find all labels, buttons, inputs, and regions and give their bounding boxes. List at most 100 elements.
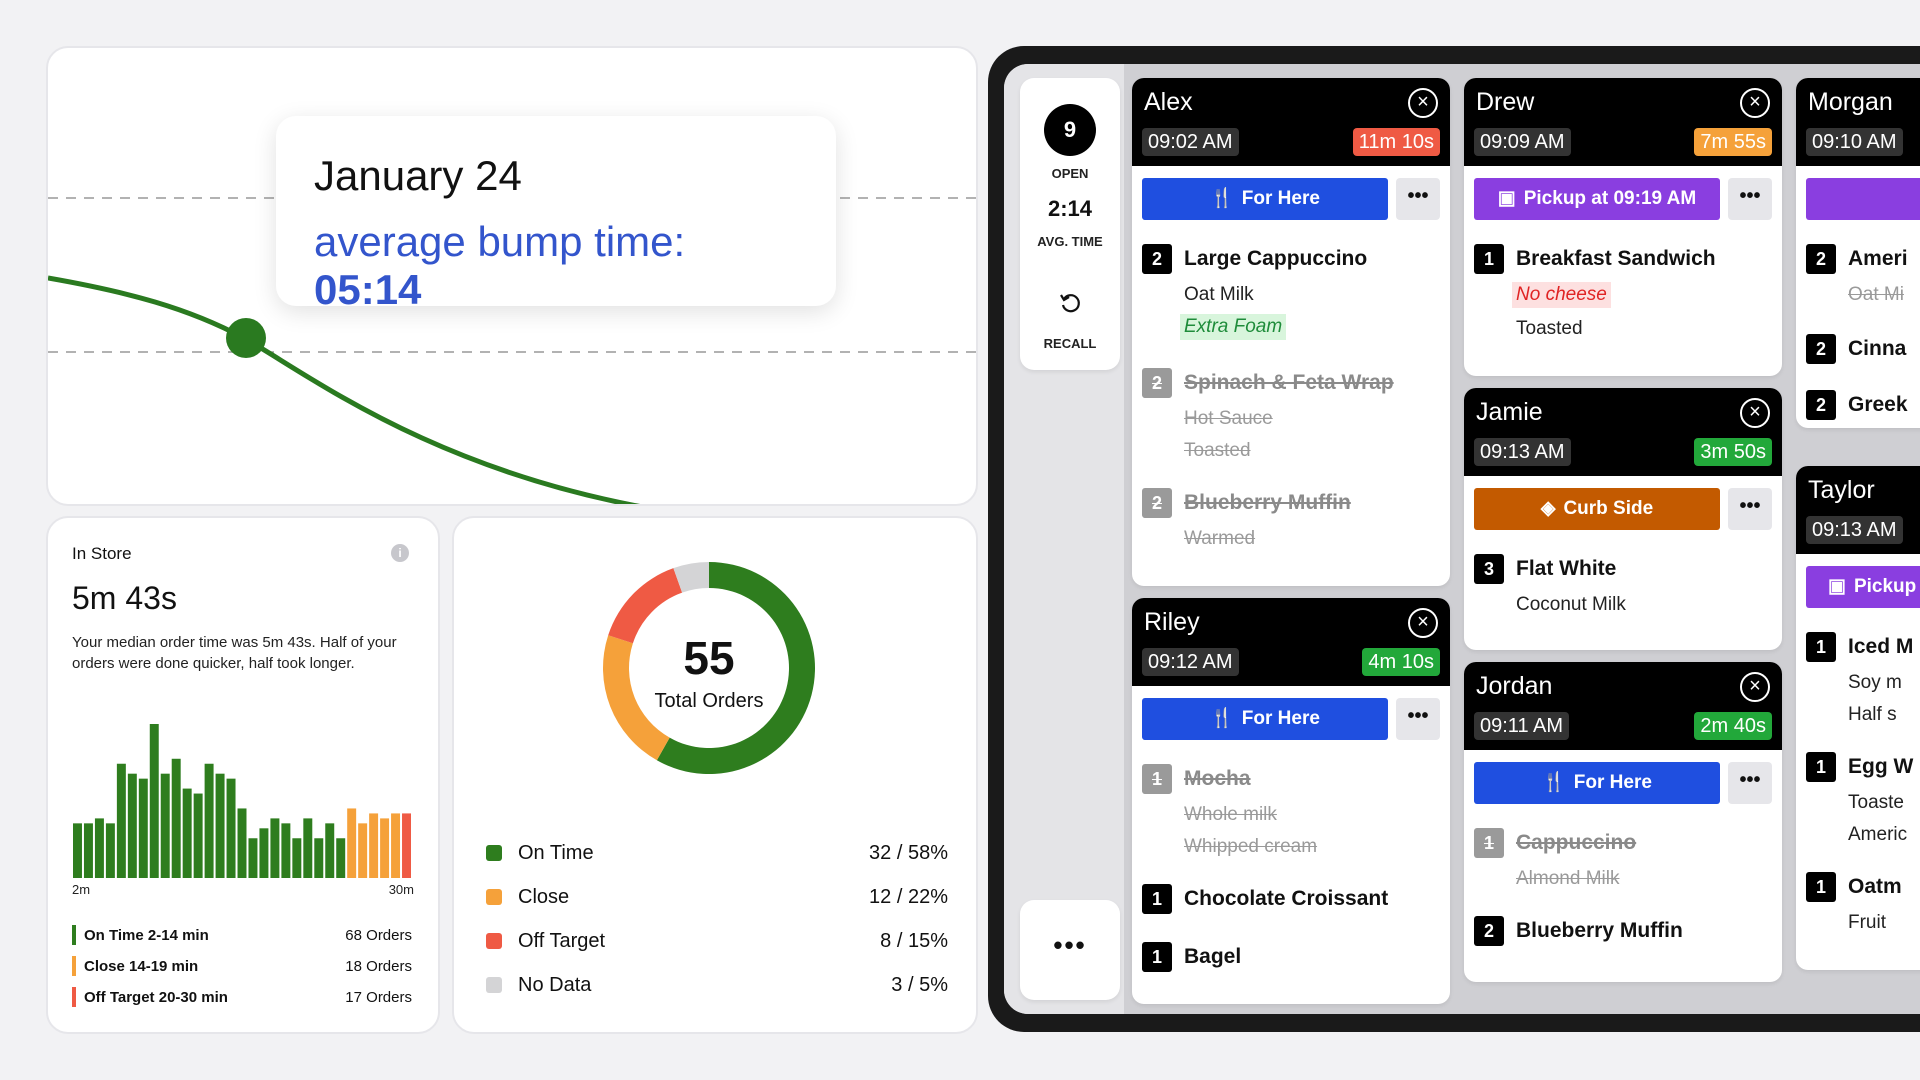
legend-close: Close 14-19 min 18 Orders bbox=[72, 955, 412, 977]
histogram-bar bbox=[303, 818, 313, 878]
order-timer: 3m 50s bbox=[1694, 438, 1772, 466]
legend-swatch bbox=[486, 889, 502, 905]
legend-off-target: Off Target 20-30 min 17 Orders bbox=[72, 986, 412, 1008]
close-icon[interactable]: × bbox=[1408, 608, 1438, 638]
item-modifier: Toasted bbox=[1184, 440, 1251, 461]
for-here-button[interactable]: 🍴 For Here bbox=[1474, 762, 1720, 804]
order-header: Drew × 09:09 AM 7m 55s bbox=[1464, 78, 1782, 166]
close-icon[interactable]: × bbox=[1740, 398, 1770, 428]
order-card-drew[interactable]: Drew × 09:09 AM 7m 55s ▣ Pickup at 09:19 … bbox=[1464, 78, 1782, 376]
recall-button[interactable]: RECALL bbox=[1043, 336, 1097, 351]
order-customer-name: Jamie bbox=[1476, 398, 1543, 426]
order-timer: 7m 55s bbox=[1694, 128, 1772, 156]
close-icon[interactable]: × bbox=[1740, 88, 1770, 118]
histogram-bar bbox=[127, 773, 137, 878]
donut-legend-no-data: No Data 3 / 5% bbox=[486, 970, 948, 1000]
pickup-button[interactable]: ▣ bbox=[1806, 178, 1920, 220]
item-modifier: Toaste bbox=[1848, 792, 1904, 813]
order-customer-name: Jordan bbox=[1476, 672, 1553, 700]
for-here-button[interactable]: 🍴 For Here bbox=[1142, 178, 1388, 220]
order-more-button[interactable]: ••• bbox=[1396, 178, 1440, 220]
legend-swatch bbox=[486, 977, 502, 993]
histogram-chart bbox=[73, 724, 411, 878]
close-icon[interactable]: × bbox=[1740, 672, 1770, 702]
donut-slice bbox=[608, 568, 683, 644]
in-store-median: 5m 43s bbox=[72, 580, 177, 616]
histogram-bar bbox=[314, 838, 324, 878]
donut-chart bbox=[603, 562, 815, 774]
order-time: 09:10 AM bbox=[1806, 128, 1903, 156]
histogram-bar bbox=[182, 788, 192, 878]
legend-swatch bbox=[486, 933, 502, 949]
histogram-bar bbox=[116, 763, 126, 878]
order-time: 09:02 AM bbox=[1142, 128, 1239, 156]
histogram-bar bbox=[292, 838, 302, 878]
order-more-button[interactable]: ••• bbox=[1728, 488, 1772, 530]
item-modifier: Hot Sauce bbox=[1184, 408, 1273, 429]
utensils-icon: 🍴 bbox=[1210, 708, 1234, 729]
order-card-taylor[interactable]: Taylor 09:13 AM ▣ Pickup 1 Iced M Soy m Ha… bbox=[1796, 466, 1920, 970]
item-modifier: Half s bbox=[1848, 704, 1897, 725]
curb-side-button[interactable]: ◈ Curb Side bbox=[1474, 488, 1720, 530]
bump-time-value: 05:14 bbox=[314, 266, 422, 313]
trend-card: January 24 average bump time: 05:14 bbox=[46, 46, 978, 506]
for-here-button[interactable]: 🍴 For Here bbox=[1142, 698, 1388, 740]
histogram-bar bbox=[83, 823, 93, 878]
item-modifier: Soy m bbox=[1848, 672, 1902, 693]
donut-slice bbox=[603, 635, 670, 761]
item-modifier: Almond Milk bbox=[1516, 868, 1620, 889]
order-card-jamie[interactable]: Jamie × 09:13 AM 3m 50s ◈ Curb Side ••• 3… bbox=[1464, 388, 1782, 650]
totals-card: 55 Total Orders On Time 32 / 58% Close 1… bbox=[452, 516, 978, 1034]
histogram-bar bbox=[325, 823, 335, 878]
order-time: 09:12 AM bbox=[1142, 648, 1239, 676]
histogram-bar bbox=[391, 813, 401, 878]
bag-icon: ▣ bbox=[1828, 576, 1846, 597]
recall-icon[interactable] bbox=[1058, 290, 1082, 314]
item-modifier: Americ bbox=[1848, 824, 1908, 845]
kds-screen: 9 OPEN 2:14 AVG. TIME RECALL ••• Alex × … bbox=[1004, 64, 1920, 1014]
tooltip-date: January 24 bbox=[314, 152, 522, 199]
item-modifier-highlight: No cheese bbox=[1512, 282, 1611, 308]
histogram-bar bbox=[204, 763, 214, 878]
order-more-button[interactable]: ••• bbox=[1396, 698, 1440, 740]
histogram-bar bbox=[160, 773, 170, 878]
info-icon[interactable]: i bbox=[391, 544, 409, 562]
histogram-bar bbox=[259, 828, 269, 878]
histogram-x-end: 30m bbox=[388, 882, 414, 897]
histogram-bar bbox=[138, 778, 148, 878]
order-card-jordan[interactable]: Jordan × 09:11 AM 2m 40s 🍴 For Here ••• 1… bbox=[1464, 662, 1782, 982]
order-more-button[interactable]: ••• bbox=[1728, 178, 1772, 220]
order-customer-name: Morgan bbox=[1808, 88, 1893, 116]
histogram-bar bbox=[149, 724, 159, 878]
item-modifier: Oat Milk bbox=[1184, 284, 1254, 305]
close-icon[interactable]: × bbox=[1408, 88, 1438, 118]
legend-on-time: On Time 2-14 min 68 Orders bbox=[72, 924, 412, 946]
pickup-button[interactable]: ▣ Pickup bbox=[1806, 566, 1920, 608]
histogram-bar bbox=[237, 808, 247, 878]
donut-legend-close: Close 12 / 22% bbox=[486, 882, 948, 912]
utensils-icon: 🍴 bbox=[1542, 772, 1566, 793]
sidebar-more-button[interactable]: ••• bbox=[1020, 900, 1120, 1000]
histogram-bar bbox=[215, 773, 225, 878]
item-modifier: Coconut Milk bbox=[1516, 594, 1626, 615]
order-customer-name: Alex bbox=[1144, 88, 1193, 116]
total-orders-count: 55 bbox=[683, 632, 735, 684]
avg-time-label: AVG. TIME bbox=[1037, 234, 1103, 249]
item-modifier: Toasted bbox=[1516, 318, 1583, 339]
order-time: 09:09 AM bbox=[1474, 128, 1571, 156]
order-header: Alex × 09:02 AM 11m 10s bbox=[1132, 78, 1450, 166]
kds-sidebar: 9 OPEN 2:14 AVG. TIME RECALL ••• bbox=[1004, 64, 1124, 1014]
total-orders-label: Total Orders bbox=[654, 690, 764, 712]
bag-icon: ▣ bbox=[1497, 188, 1516, 209]
order-customer-name: Drew bbox=[1476, 88, 1535, 116]
avg-time-value: 2:14 bbox=[1047, 196, 1093, 221]
donut-legend-on-time: On Time 32 / 58% bbox=[486, 838, 948, 868]
item-modifier: Fruit bbox=[1848, 912, 1886, 933]
pickup-button[interactable]: ▣ Pickup at 09:19 AM bbox=[1474, 178, 1720, 220]
order-more-button[interactable]: ••• bbox=[1728, 762, 1772, 804]
histogram-x-start: 2m bbox=[72, 882, 91, 897]
histogram-bar bbox=[336, 838, 346, 878]
